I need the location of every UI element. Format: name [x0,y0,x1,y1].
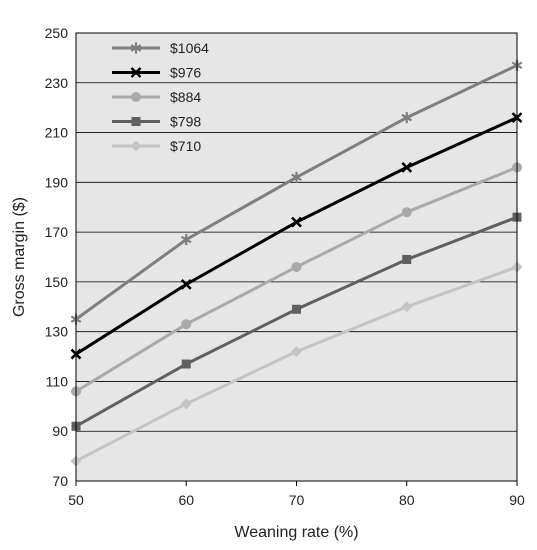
y-tick-label: 230 [45,75,69,91]
legend-marker [131,117,141,126]
legend-label: $976 [170,65,201,81]
data-point [402,254,412,264]
legend-marker [130,67,142,78]
legend-label: $1064 [170,40,209,56]
y-tick-label: 110 [46,373,69,389]
legend-item: $798 [112,114,201,130]
legend-item: $976 [112,65,201,81]
x-tick-label: 80 [399,492,415,508]
series-lines [70,59,523,467]
data-point [180,398,192,410]
data-point [291,261,302,272]
x-tick-label: 70 [289,492,305,508]
data-point [401,112,413,124]
y-tick-label: 90 [52,423,68,439]
x-tick-label: 60 [178,492,194,508]
legend: $1064 $976 $884 $798 $710 [112,40,209,154]
legend-marker [130,42,142,54]
plot-area [76,33,517,481]
legend-item: $884 [112,89,201,105]
legend-label: $798 [170,114,201,130]
y-tick-label: 210 [45,125,69,141]
data-point [291,346,302,358]
legend-label: $884 [170,89,201,105]
data-point [292,304,301,314]
plot-border [75,32,518,482]
data-point [291,216,302,228]
series-4 [70,261,523,467]
y-tick-label: 250 [45,25,69,41]
legend-label: $710 [170,138,201,154]
x-axis-ticks: 50 60 70 80 90 [68,481,525,508]
data-point [401,162,413,173]
y-tick-label: 150 [45,274,69,290]
legend-marker [131,92,141,102]
y-axis-title: Gross margin ($) [11,197,28,317]
legend-item: $1064 [112,40,209,56]
data-point [180,278,192,290]
y-axis-ticks: 70 90 110 130 150 170 190 210 230 250 [45,25,69,489]
data-point [181,319,192,330]
data-point [401,207,412,218]
series-2 [71,162,522,397]
y-tick-label: 190 [45,174,69,190]
data-point [291,171,302,183]
x-axis-title: Weaning rate (%) [234,524,358,541]
y-tick-label: 170 [45,224,69,240]
legend-item: $710 [112,138,201,154]
y-tick-label: 70 [52,473,68,489]
data-point [181,359,191,369]
data-point [180,234,192,246]
data-point [401,301,413,313]
legend-marker [130,140,142,152]
x-tick-label: 90 [509,492,525,508]
y-tick-label: 130 [45,324,69,340]
x-tick-label: 50 [68,492,84,508]
